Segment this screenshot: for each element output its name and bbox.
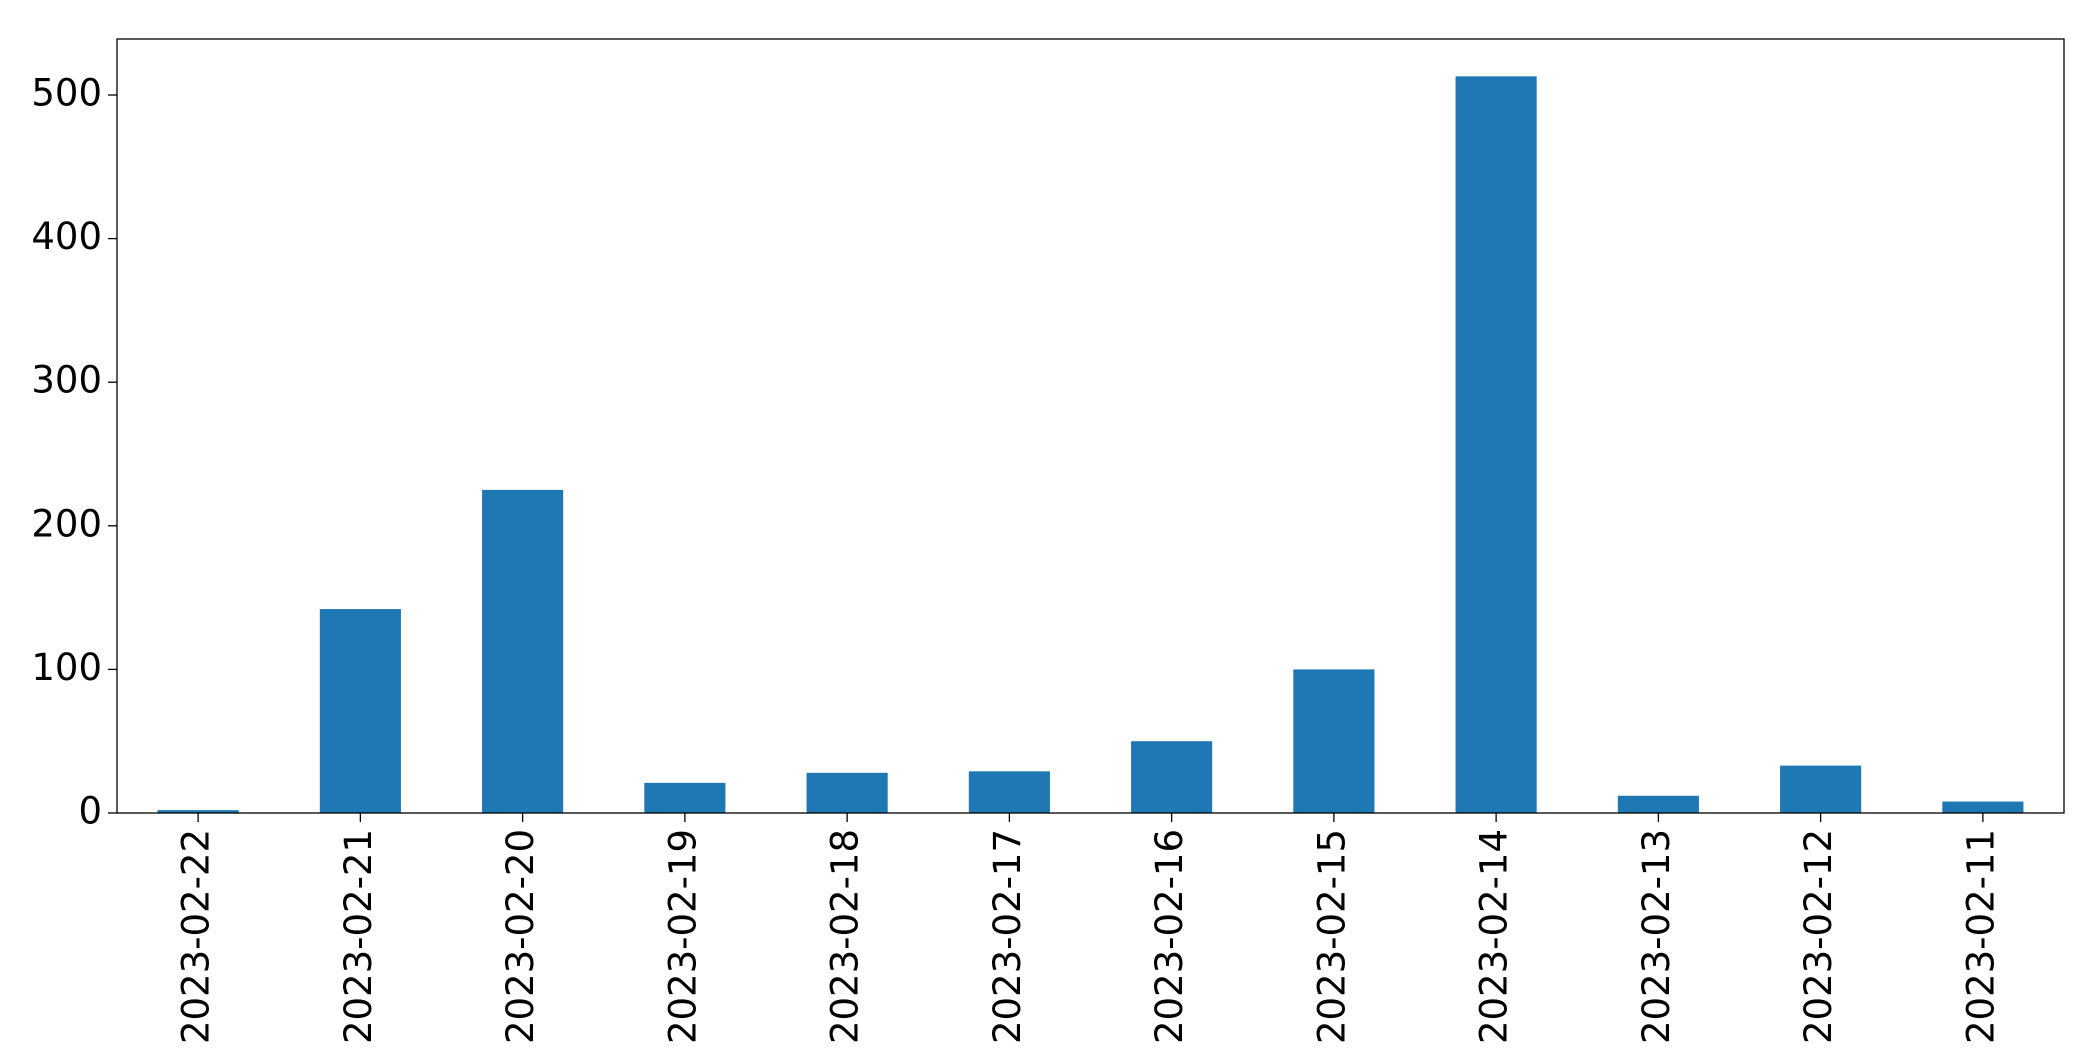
x-tick-label: 2023-02-14: [1473, 829, 1516, 1044]
x-tick-label: 2023-02-20: [499, 829, 542, 1044]
x-tick-label: 2023-02-19: [661, 829, 704, 1044]
x-tick-label: 2023-02-22: [175, 829, 218, 1044]
x-tick-label: 2023-02-12: [1797, 829, 1840, 1044]
y-tick-label: 400: [31, 215, 102, 258]
bar: [1780, 765, 1862, 813]
bar: [1455, 76, 1537, 813]
bar: [1942, 801, 2024, 813]
y-tick-label: 500: [31, 72, 102, 115]
bar: [482, 489, 564, 813]
y-tick-label: 200: [31, 502, 102, 545]
y-tick-label: 100: [31, 646, 102, 689]
x-tick-label: 2023-02-21: [337, 829, 380, 1044]
x-tick-label: 2023-02-18: [824, 829, 867, 1044]
y-tick-label: 0: [78, 790, 102, 833]
x-tick-label: 2023-02-13: [1635, 829, 1678, 1044]
bar: [1617, 795, 1699, 813]
x-tick-label: 2023-02-15: [1310, 829, 1353, 1044]
bar: [806, 772, 888, 813]
bar: [1293, 669, 1375, 813]
x-tick-label: 2023-02-11: [1959, 829, 2002, 1044]
axes-frame: [116, 38, 2065, 814]
x-tick-label: 2023-02-16: [1148, 829, 1191, 1044]
bar: [644, 782, 726, 813]
y-tick-label: 300: [31, 359, 102, 402]
bar: [1131, 741, 1213, 813]
x-tick-label: 2023-02-17: [986, 829, 1029, 1044]
bar: [968, 771, 1050, 813]
bar: [319, 609, 401, 813]
bar: [157, 810, 239, 813]
